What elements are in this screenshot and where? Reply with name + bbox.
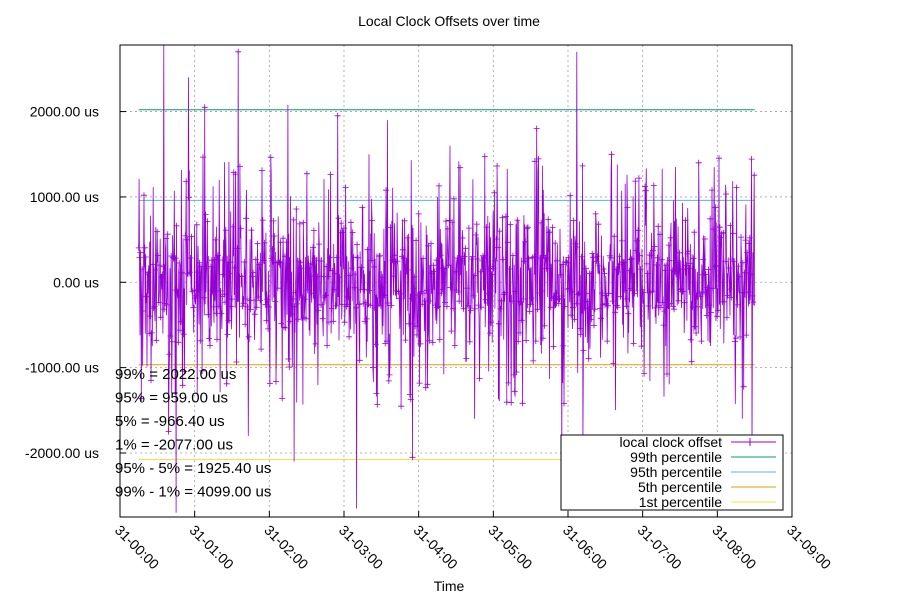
legend-label: local clock offset (620, 434, 723, 450)
x-axis-label: Time (434, 578, 465, 594)
legend-label: 1st percentile (639, 494, 722, 510)
x-axis: 31-00:00 31-01:00 31-02:00 31-03:00 31-04:00… (112, 511, 835, 573)
percentile-annotation: 5% = -966.40 us (115, 413, 225, 430)
percentile-annotation: 99% - 1% = 4099.00 us (115, 484, 271, 501)
percentile-annotations: 99% = 2022.00 us 95% = 959.00 us 5% = -96… (115, 366, 271, 501)
x-tick-label: 31-07:00 (635, 522, 686, 573)
plot-frame (119, 44, 793, 518)
x-tick-label: 31-06:00 (560, 522, 611, 573)
y-tick-label: 0.00 us (53, 274, 99, 290)
y-tick-label: 2000.00 us (30, 104, 99, 120)
legend-label: 95th percentile (630, 464, 722, 480)
percentile-annotation: 1% = -2077.00 us (115, 437, 233, 454)
y-axis: 2000.00 us 1000.00 us 0.00 us -1000.00 us -2… (25, 104, 126, 461)
legend-marker (746, 438, 754, 446)
offset-series (135, 44, 758, 513)
x-tick-label: 31-01:00 (187, 522, 238, 573)
x-tick-label: 31-03:00 (336, 522, 387, 573)
percentile-annotation: 95% = 959.00 us (115, 390, 228, 407)
y-tick-label: 1000.00 us (30, 189, 99, 205)
x-tick-label: 31-04:00 (411, 522, 462, 573)
legend-label: 5th percentile (638, 479, 722, 495)
x-tick-label: 31-00:00 (112, 522, 163, 573)
y-tick-label: -2000.00 us (25, 445, 99, 461)
y-tick-label: -1000.00 us (25, 360, 99, 376)
offset-line (138, 44, 756, 513)
chart-title: Local Clock Offsets over time (358, 13, 540, 29)
x-tick-label: 31-02:00 (261, 522, 312, 573)
x-tick-label: 31-09:00 (784, 522, 835, 573)
x-tick-label: 31-08:00 (709, 522, 760, 573)
percentile-annotation: 99% = 2022.00 us (115, 366, 236, 383)
x-tick-label: 31-05:00 (485, 522, 536, 573)
legend-label: 99th percentile (630, 449, 722, 465)
percentile-annotation: 95% - 5% = 1925.40 us (115, 460, 271, 477)
offset-point-markers (135, 48, 758, 461)
